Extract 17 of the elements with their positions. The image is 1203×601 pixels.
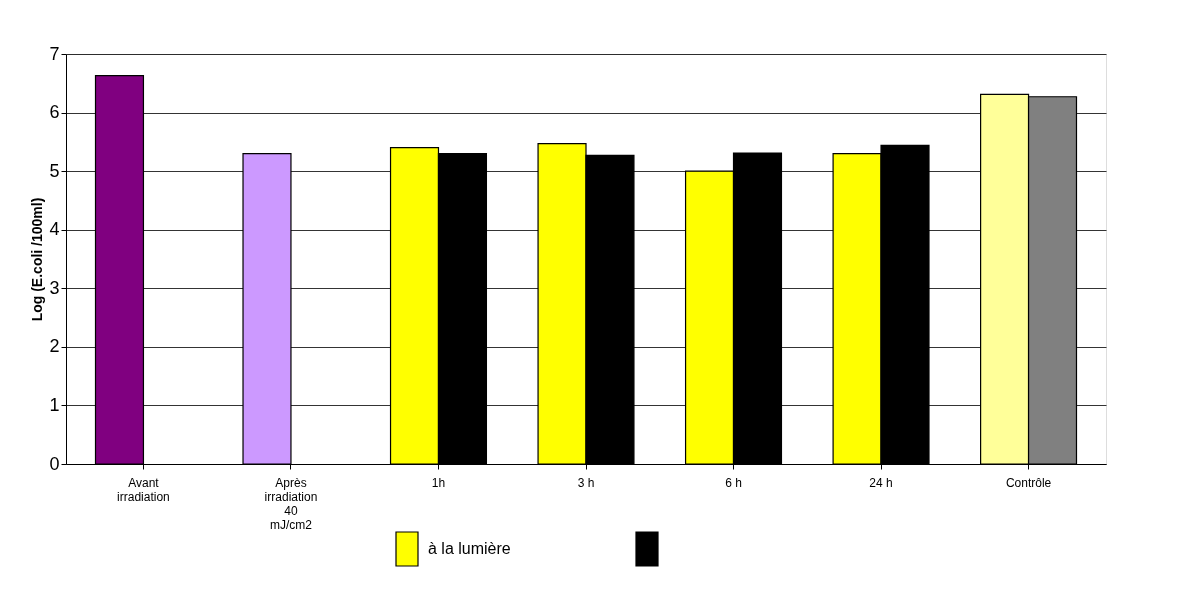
y-tick-label: 7: [49, 43, 60, 64]
x-tick-label: 1h: [431, 475, 446, 490]
y-tick-label: 4: [49, 219, 60, 240]
y-tick-label: 0: [49, 453, 60, 474]
y-tick-label: 3: [49, 277, 60, 298]
x-tick-label: 6 h: [725, 475, 742, 490]
legend-label: à la lumière: [428, 540, 511, 557]
x-tick-label: 3 h: [577, 475, 595, 490]
x-tick-label: Avant irradiation: [117, 475, 170, 504]
x-tick-label: Après irradiation 40 mJ/cm2: [264, 475, 318, 532]
x-tick-label: Contrôle: [1005, 475, 1052, 490]
x-tick-label: 24 h: [869, 475, 893, 490]
y-tick-label: 5: [49, 160, 60, 181]
y-tick-label: 6: [49, 102, 60, 123]
y-axis-title: Log (E.coli /100ml): [29, 197, 46, 322]
y-tick-label: 1: [49, 394, 60, 415]
y-tick-label: 2: [49, 336, 60, 357]
